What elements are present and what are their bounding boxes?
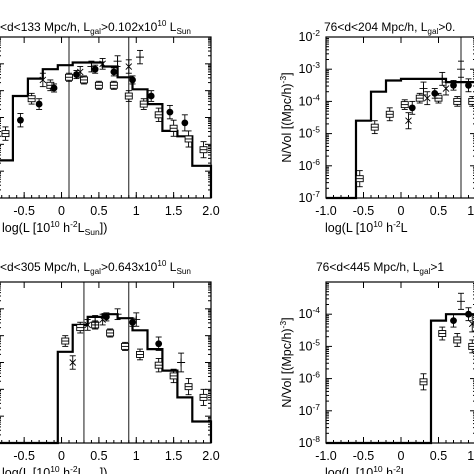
panel-2: -1.0 -0.5 0 0.5 1.0 10-2 10-3 10-4 10-5 10-6 10-7 7… (278, 20, 474, 235)
x-tick-label: 2.0 (202, 449, 219, 463)
data-point-cross (69, 359, 77, 366)
data-point-dot (465, 310, 472, 318)
data-point-dot (50, 84, 58, 92)
y-tick-label: 10-5 (299, 125, 321, 141)
data-point-plus (136, 53, 144, 62)
data-point-dot (155, 340, 163, 348)
x-tick-label: -1.0 (315, 449, 337, 463)
y-tick-label: 10-6 (299, 370, 321, 386)
panel-title: <d<133 Mpc/h, Lgal>0.102x1010 LSun (0, 19, 191, 36)
y-tick-label: 10-7 (299, 189, 321, 205)
data-point-cross (76, 68, 84, 76)
x-tick-label: 0.5 (430, 204, 447, 218)
y-tick-label: 10-8 (299, 434, 321, 450)
data-point-dot (166, 108, 174, 116)
data-point-dot (17, 116, 24, 124)
x-tick-label: -0.5 (13, 449, 35, 463)
histogram-step-line (326, 313, 474, 445)
data-point-dot (450, 81, 457, 89)
y-tick-label: 10-6 (299, 157, 321, 173)
x-tick-label: 1.5 (165, 449, 182, 463)
data-point-dot (129, 318, 136, 326)
x-tick-label: 0 (58, 204, 65, 218)
data-point-plus (177, 358, 186, 367)
data-point-cross (405, 117, 412, 125)
data-point-cross (442, 85, 450, 92)
data-point-plus (457, 65, 465, 74)
data-point-dot (408, 104, 416, 112)
x-tick-label: 0 (398, 449, 405, 463)
y-axis-label: N/Vol [(Mpc/h)-3] (278, 72, 294, 162)
x-tick-label: -1.0 (315, 204, 337, 218)
x-tick-label: 0 (58, 449, 65, 463)
x-tick-label: 0 (398, 204, 405, 218)
y-tick-label: 10-4 (299, 92, 321, 108)
y-axis-label: N/Vol [(Mpc/h)-3] (278, 317, 294, 407)
data-point-dot (35, 100, 43, 108)
data-point-dot (147, 92, 155, 100)
panel-4: -1.0 -0.5 0 0.5 1.0 10-4 10-5 10-6 10-7 10-8 76<d<… (278, 260, 474, 474)
x-tick-label: 1.0 (467, 204, 474, 218)
x-axis-label: log(L [1010 h-2LSun]) (2, 464, 107, 474)
data-point-cross (84, 321, 92, 329)
data-point-plus (419, 84, 428, 93)
y-tick-label: 10-2 (299, 28, 321, 44)
data-point-plus (457, 297, 465, 306)
panel-title: <d<305 Mpc/h, Lgal>0.643x1010 LSun (0, 259, 191, 276)
y-tick-label: 10-7 (299, 402, 321, 418)
data-point-plus (438, 74, 447, 83)
histogram-step-line (0, 61, 213, 198)
data-point-plus (87, 62, 96, 71)
x-tick-label: 0.5 (90, 204, 107, 218)
x-axis-label: log(L [1010 h-2L (325, 464, 408, 474)
panel-title: 76<d<204 Mpc/h, Lgal>0. (324, 20, 455, 36)
data-point-dot (129, 76, 136, 84)
data-point-plus (113, 310, 122, 319)
y-tick-label: 10-4 (299, 305, 321, 321)
x-tick-label: 1 (133, 204, 140, 218)
panel-3: -0.5 0 0.5 1 1.5 2.0 <d<305 Mpc/h, Lgal>0.643x… (0, 259, 220, 474)
y-tick-label: 10-5 (299, 337, 321, 353)
x-axis-label: log(L [1010 h-2LSun]) (2, 219, 107, 237)
x-tick-label: 0.5 (90, 449, 107, 463)
histogram-step-line (0, 313, 213, 445)
data-point-cross (468, 320, 474, 328)
data-point-plus (132, 315, 141, 324)
data-point-dot (73, 71, 80, 78)
data-point-dot (102, 313, 110, 321)
data-point-plus (91, 318, 100, 327)
data-point-cross (423, 94, 431, 102)
x-tick-label: 1.0 (467, 449, 474, 463)
panel-1: -0.5 0 0.5 1 1.5 2.0 <d<133 Mpc/h, Lgal>0.102x… (0, 19, 220, 237)
data-point-dot (181, 119, 189, 127)
x-tick-label: -0.5 (13, 204, 35, 218)
data-point-dot (431, 89, 439, 97)
data-point-dot (465, 81, 472, 89)
x-tick-label: 0.5 (430, 449, 447, 463)
data-point-dot (450, 317, 457, 325)
data-point-cross (99, 60, 106, 68)
histogram-step-line (326, 77, 474, 200)
data-point-dot (91, 65, 99, 73)
x-axis-label: log(L [1010 h-2L (325, 219, 408, 235)
x-tick-label: -0.5 (353, 449, 375, 463)
x-tick-label: -0.5 (353, 204, 375, 218)
x-tick-label: 2.0 (202, 204, 219, 218)
panel-title: 76<d<445 Mpc/h, Lgal>1 (316, 260, 444, 276)
data-point-cross (99, 316, 106, 323)
plot-frame (325, 36, 474, 199)
data-point-plus (113, 57, 122, 66)
data-point-cross (125, 63, 133, 70)
x-tick-label: 1.5 (165, 204, 182, 218)
plot-frame (325, 281, 474, 444)
x-tick-label: 1 (133, 449, 140, 463)
data-point-cross (39, 76, 47, 84)
data-point-dot (110, 68, 118, 76)
y-tick-label: 10-3 (299, 60, 321, 76)
